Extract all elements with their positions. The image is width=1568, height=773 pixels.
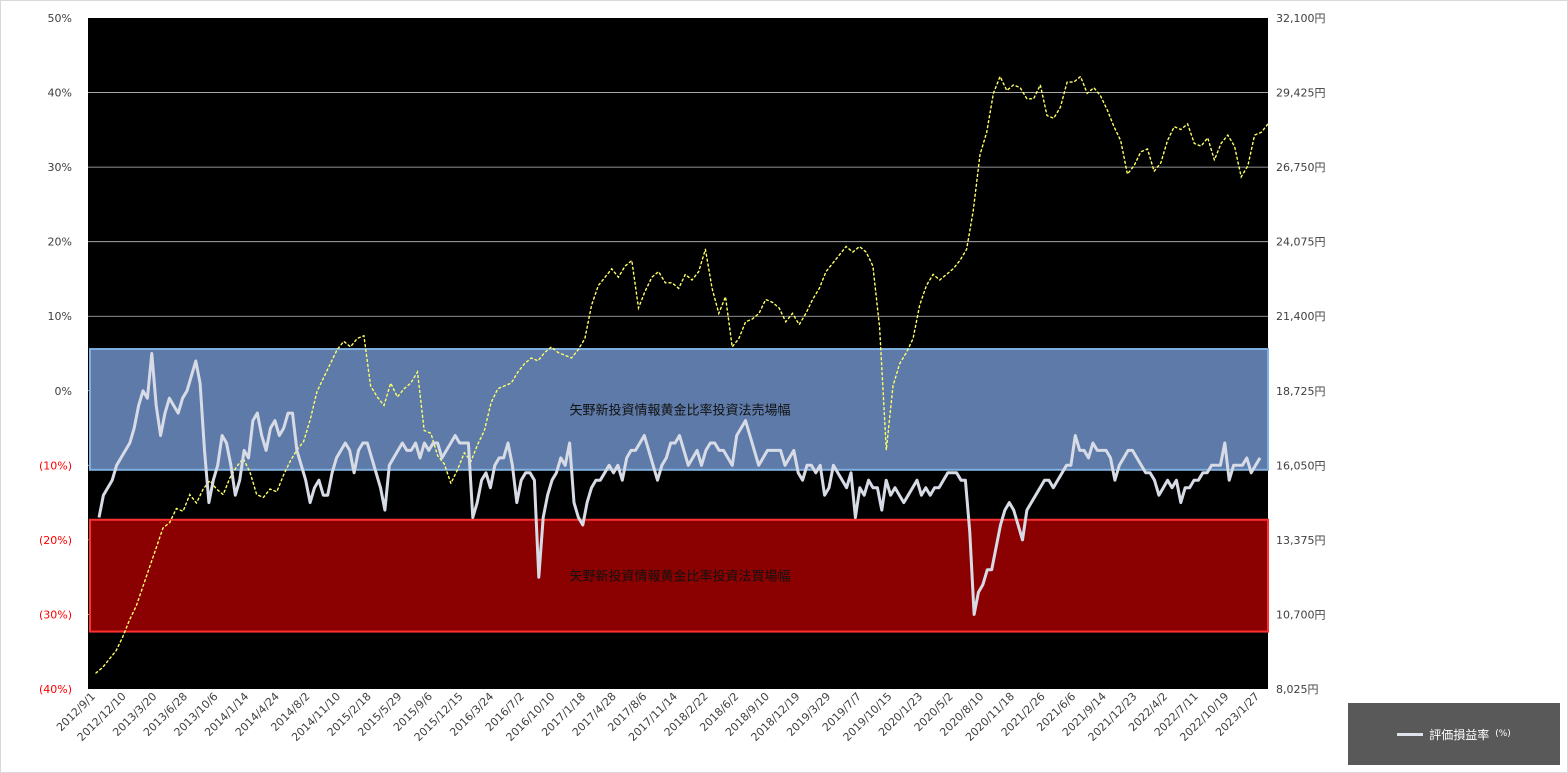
right-tick-label: 8,025円: [1276, 683, 1319, 696]
left-tick-label: 10%: [48, 310, 72, 323]
left-tick-label: (30%): [39, 608, 72, 621]
right-tick-label: 26,750円: [1276, 161, 1326, 174]
right-tick-label: 16,050円: [1276, 459, 1326, 472]
left-tick-label: (20%): [39, 534, 72, 547]
price-line: [95, 74, 1269, 674]
right-axis: 32,100円 29,425円 26,750円 24,075円 21,400円 18,72…: [1276, 12, 1326, 696]
left-tick-label: 50%: [48, 12, 72, 25]
left-axis: 50% 40% 30% 20% 10% 0% (10%) (20%) (30%) (40%): [39, 12, 72, 696]
right-tick-label: 24,075円: [1276, 236, 1326, 249]
legend-line-swatch: [1397, 732, 1424, 736]
buy-band-label: 矢野新投資情報黄金比率投資法買場幅: [569, 569, 790, 585]
left-tick-label: (40%): [39, 683, 72, 696]
left-tick-label: 20%: [48, 236, 72, 249]
ratio-line: [97, 352, 1262, 616]
sell-band: [89, 348, 1269, 471]
right-tick-label: 32,100円: [1276, 12, 1326, 25]
legend-label: 評価損益率: [1429, 727, 1490, 742]
bands: [89, 348, 1269, 633]
right-tick-label: 21,400円: [1276, 310, 1326, 323]
sell-band-label: 矢野新投資情報黄金比率投資法売場幅: [569, 402, 790, 418]
left-tick-label: 0%: [55, 385, 72, 398]
buy-band: [89, 518, 1269, 633]
legend: 評価損益率 (%): [1348, 703, 1560, 765]
right-tick-label: 29,425円: [1276, 87, 1326, 100]
left-tick-label: 40%: [48, 87, 72, 100]
ratio-series: [97, 352, 1262, 616]
left-tick-label: 30%: [48, 161, 72, 174]
right-tick-label: 18,725円: [1276, 385, 1326, 398]
right-tick-label: 10,700円: [1276, 608, 1326, 621]
legend-unit: (%): [1495, 729, 1511, 739]
left-tick-label: (10%): [39, 459, 72, 472]
price-series: [95, 74, 1269, 674]
right-tick-label: 13,375円: [1276, 534, 1326, 547]
